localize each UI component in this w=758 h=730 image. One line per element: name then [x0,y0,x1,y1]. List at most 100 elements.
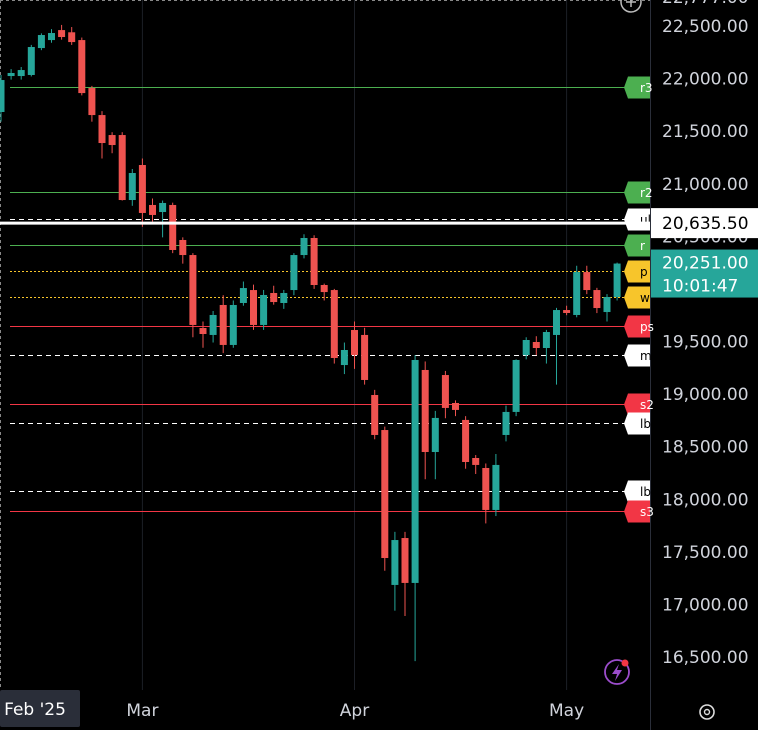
candle-body [482,467,490,510]
candle-body [441,375,449,408]
candle-body [78,40,86,94]
time-axis: Feb '25 Mar Apr May [0,690,584,727]
y-tick-label: 22,500.00 [662,17,749,37]
level-tag [624,344,650,367]
candle-body [37,35,45,49]
crosshair-label: 20,635.50 [662,214,749,234]
candle-body [250,290,257,325]
candle-body [169,204,177,250]
level-tag [624,286,650,309]
level-tag-label: s2 [640,398,654,412]
settings-icon[interactable] [699,704,715,720]
candle-body [492,464,500,510]
level-tag-label: lb [640,485,651,499]
candle-body [159,202,167,213]
y-tick-label: 17,000.00 [662,595,749,615]
candle-body [340,349,348,366]
candle-body [88,88,96,116]
level-tag [624,208,650,231]
candle-body [280,292,288,303]
level-tag-label: w [640,291,650,305]
y-tick-label: 21,500.00 [662,122,749,142]
candle-body [58,30,66,38]
candle-body [512,359,520,412]
level-tag [624,234,650,257]
candle-body [229,304,237,345]
add-button[interactable] [620,0,642,13]
last-price-box [651,249,758,298]
candle-body [239,288,247,303]
y-tick-label: 21,000.00 [662,175,749,195]
candle-body [68,32,76,43]
candle-body [209,314,217,335]
level-tag [624,181,650,204]
level-tag [624,412,650,435]
candle-body [179,239,187,256]
candle-body [310,237,318,286]
level-tag-label: lb [640,417,651,431]
level-tag-label: r2 [640,186,653,200]
candle-body [260,294,268,325]
level-tag [624,500,650,523]
y-tick-label: 17,500.00 [662,543,749,563]
level-tag [624,315,650,338]
y-tick-label: 19,500.00 [662,333,749,353]
candle-body [199,328,207,335]
candle-body [421,369,429,453]
x-tick-label: May [549,701,584,721]
candle-body [219,304,227,345]
plot-area: r3 r2 ul rpw ps m s2 lb lb s3 [0,0,654,690]
candle-body [532,342,540,348]
candle-body [411,359,419,583]
time-label-box [0,690,80,727]
level-tag [624,393,650,416]
candle-body [371,395,379,435]
candle-body [128,172,136,201]
level-tag-label: s3 [640,505,654,519]
candle-body [452,402,459,410]
candle-body [381,430,389,559]
candle-body [300,237,308,256]
candle-body [320,285,328,293]
last-price-label: 20,251.00 [662,254,749,274]
candle-body [270,292,278,303]
candle-body [502,411,510,435]
candle-body [330,290,338,358]
candle-body [431,417,439,453]
x-tick-label: Apr [340,701,369,721]
x-tick-label: Feb '25 [4,700,66,720]
level-tag-label: r3 [640,81,653,95]
lightning-icon[interactable] [604,659,630,685]
candle-body [613,263,621,297]
candle-body [573,272,581,315]
candle-body [48,33,55,41]
candle-body [17,70,25,77]
countdown-label: 10:01:47 [662,277,738,297]
candle-body [462,419,470,462]
level-tag [624,260,650,283]
candle-body [553,310,560,335]
level-tag-label: ul [640,213,651,227]
candle-body [108,135,116,146]
y-tick-label: 19,000.00 [662,385,749,405]
candle-body [542,332,550,348]
level-tag-label: m [640,349,652,363]
candle-body [472,458,480,465]
candle-body [98,115,106,144]
x-tick-label: Mar [126,701,158,721]
price-axis: 16,500.00 17,000.00 17,500.00 18,000.00 18,5… [651,0,758,668]
candle-body [361,334,369,380]
candle-body [0,80,5,113]
candle-body [118,135,126,201]
level-tag [624,76,650,99]
candle-body [138,165,146,213]
candle-body [27,47,35,75]
candle-body [7,72,15,77]
candle-body [563,310,571,313]
y-tick-label: 18,000.00 [662,490,749,510]
y-tick-label: 22,000.00 [662,70,749,90]
level-tag [624,480,650,503]
candle-body [149,204,156,215]
candle-body [522,340,530,356]
